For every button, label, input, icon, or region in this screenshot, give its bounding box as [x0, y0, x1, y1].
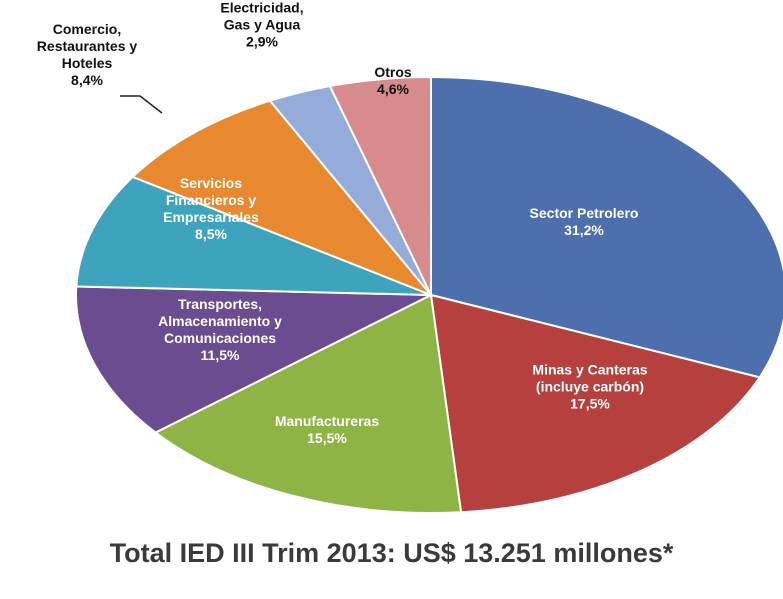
pie-chart: Sector Petrolero 31,2% Minas y Canteras (in…	[37, 0, 783, 514]
pie-slice	[130, 99, 432, 296]
slice-label: Transportes, Almacenamiento y Comunicacion…	[158, 296, 282, 363]
slice-label: Electricidad, Gas y Agua 2,9%	[220, 0, 303, 50]
pie-slice	[75, 285, 432, 434]
slice-label: Manufactureras 15,5%	[275, 413, 379, 446]
slice-label: Otros 4,6%	[374, 64, 412, 97]
pie-slice	[429, 293, 762, 514]
slice-label: Minas y Canteras (incluye carbón) 17,5%	[532, 362, 647, 412]
pie-slice	[430, 75, 783, 379]
slice-label: Servicios Financieros y Empresariales 8,5%	[163, 175, 259, 242]
leader-line	[120, 95, 163, 114]
pie-slice	[75, 175, 432, 296]
pie-slice	[153, 293, 463, 514]
pie-slice	[328, 75, 432, 296]
chart-title: Total IED III Trim 2013: US$ 13.251 mill…	[109, 538, 674, 568]
slice-label: Sector Petrolero 31,2%	[530, 205, 639, 238]
slice-label: Comercio, Restaurantes y Hoteles 8,4%	[37, 21, 138, 88]
